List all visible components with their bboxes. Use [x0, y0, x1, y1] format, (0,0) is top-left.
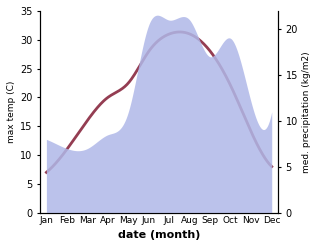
Y-axis label: max temp (C): max temp (C)	[7, 81, 16, 143]
X-axis label: date (month): date (month)	[118, 230, 200, 240]
Y-axis label: med. precipitation (kg/m2): med. precipitation (kg/m2)	[302, 51, 311, 173]
